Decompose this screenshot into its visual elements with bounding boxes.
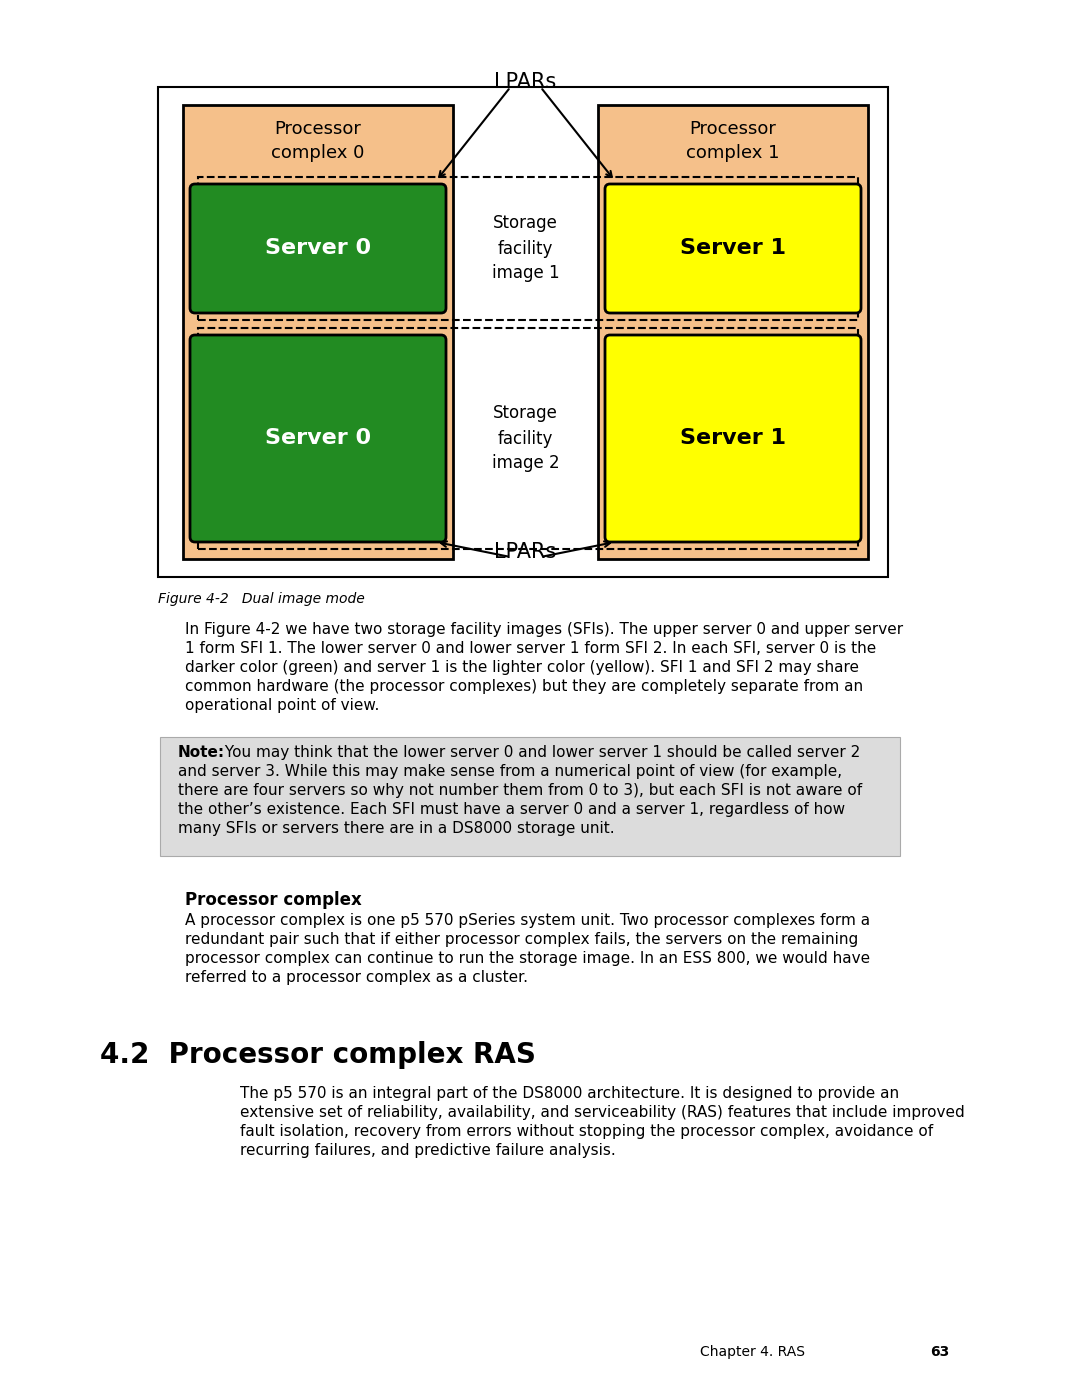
Text: LPARs: LPARs — [495, 542, 556, 562]
Text: Server 0: Server 0 — [265, 239, 372, 258]
Text: common hardware (the processor complexes) but they are completely separate from : common hardware (the processor complexes… — [185, 679, 863, 694]
Text: there are four servers so why not number them from 0 to 3), but each SFI is not : there are four servers so why not number… — [178, 782, 862, 798]
Text: darker color (green) and server 1 is the lighter color (yellow). SFI 1 and SFI 2: darker color (green) and server 1 is the… — [185, 659, 859, 675]
Text: operational point of view.: operational point of view. — [185, 698, 379, 712]
Text: The p5 570 is an integral part of the DS8000 architecture. It is designed to pro: The p5 570 is an integral part of the DS… — [240, 1085, 900, 1101]
Text: extensive set of reliability, availability, and serviceability (RAS) features th: extensive set of reliability, availabili… — [240, 1105, 964, 1120]
Text: recurring failures, and predictive failure analysis.: recurring failures, and predictive failu… — [240, 1143, 616, 1158]
Text: referred to a processor complex as a cluster.: referred to a processor complex as a clu… — [185, 970, 528, 985]
Text: Processor complex: Processor complex — [185, 891, 362, 909]
Text: Storage
facility
image 1: Storage facility image 1 — [491, 215, 559, 282]
Text: Processor
complex 0: Processor complex 0 — [271, 120, 365, 162]
Bar — [598, 105, 868, 559]
Text: A processor complex is one p5 570 pSeries system unit. Two processor complexes f: A processor complex is one p5 570 pSerie… — [185, 914, 870, 928]
Text: Figure 4-2   Dual image mode: Figure 4-2 Dual image mode — [158, 592, 365, 606]
Text: LPARs: LPARs — [495, 73, 556, 92]
Text: Processor
complex 1: Processor complex 1 — [686, 120, 780, 162]
Text: You may think that the lower server 0 and lower server 1 should be called server: You may think that the lower server 0 an… — [220, 745, 861, 760]
Text: processor complex can continue to run the storage image. In an ESS 800, we would: processor complex can continue to run th… — [185, 951, 870, 965]
Text: the other’s existence. Each SFI must have a server 0 and a server 1, regardless : the other’s existence. Each SFI must hav… — [178, 802, 846, 817]
Text: 4.2  Processor complex RAS: 4.2 Processor complex RAS — [100, 1041, 536, 1069]
Bar — [160, 738, 900, 856]
Bar — [183, 105, 453, 559]
Text: 1 form SFI 1. The lower server 0 and lower server 1 form SFI 2. In each SFI, ser: 1 form SFI 1. The lower server 0 and low… — [185, 641, 876, 657]
Bar — [158, 87, 888, 577]
FancyBboxPatch shape — [605, 335, 861, 542]
Text: fault isolation, recovery from errors without stopping the processor complex, av: fault isolation, recovery from errors wi… — [240, 1125, 933, 1139]
Text: Server 1: Server 1 — [680, 239, 786, 258]
FancyBboxPatch shape — [190, 184, 446, 313]
Text: Server 0: Server 0 — [265, 429, 372, 448]
Text: many SFIs or servers there are in a DS8000 storage unit.: many SFIs or servers there are in a DS80… — [178, 821, 615, 835]
Text: and server 3. While this may make sense from a numerical point of view (for exam: and server 3. While this may make sense … — [178, 764, 842, 780]
Text: In Figure 4-2 we have two storage facility images (SFIs). The upper server 0 and: In Figure 4-2 we have two storage facili… — [185, 622, 903, 637]
Text: Chapter 4. RAS: Chapter 4. RAS — [700, 1345, 805, 1359]
Text: Server 1: Server 1 — [680, 429, 786, 448]
Text: Storage
facility
image 2: Storage facility image 2 — [491, 405, 559, 472]
Bar — [198, 177, 858, 320]
FancyBboxPatch shape — [605, 184, 861, 313]
Text: 63: 63 — [930, 1345, 949, 1359]
FancyBboxPatch shape — [190, 335, 446, 542]
Bar — [198, 328, 858, 549]
Text: redundant pair such that if either processor complex fails, the servers on the r: redundant pair such that if either proce… — [185, 932, 859, 947]
Text: Note:: Note: — [178, 745, 225, 760]
